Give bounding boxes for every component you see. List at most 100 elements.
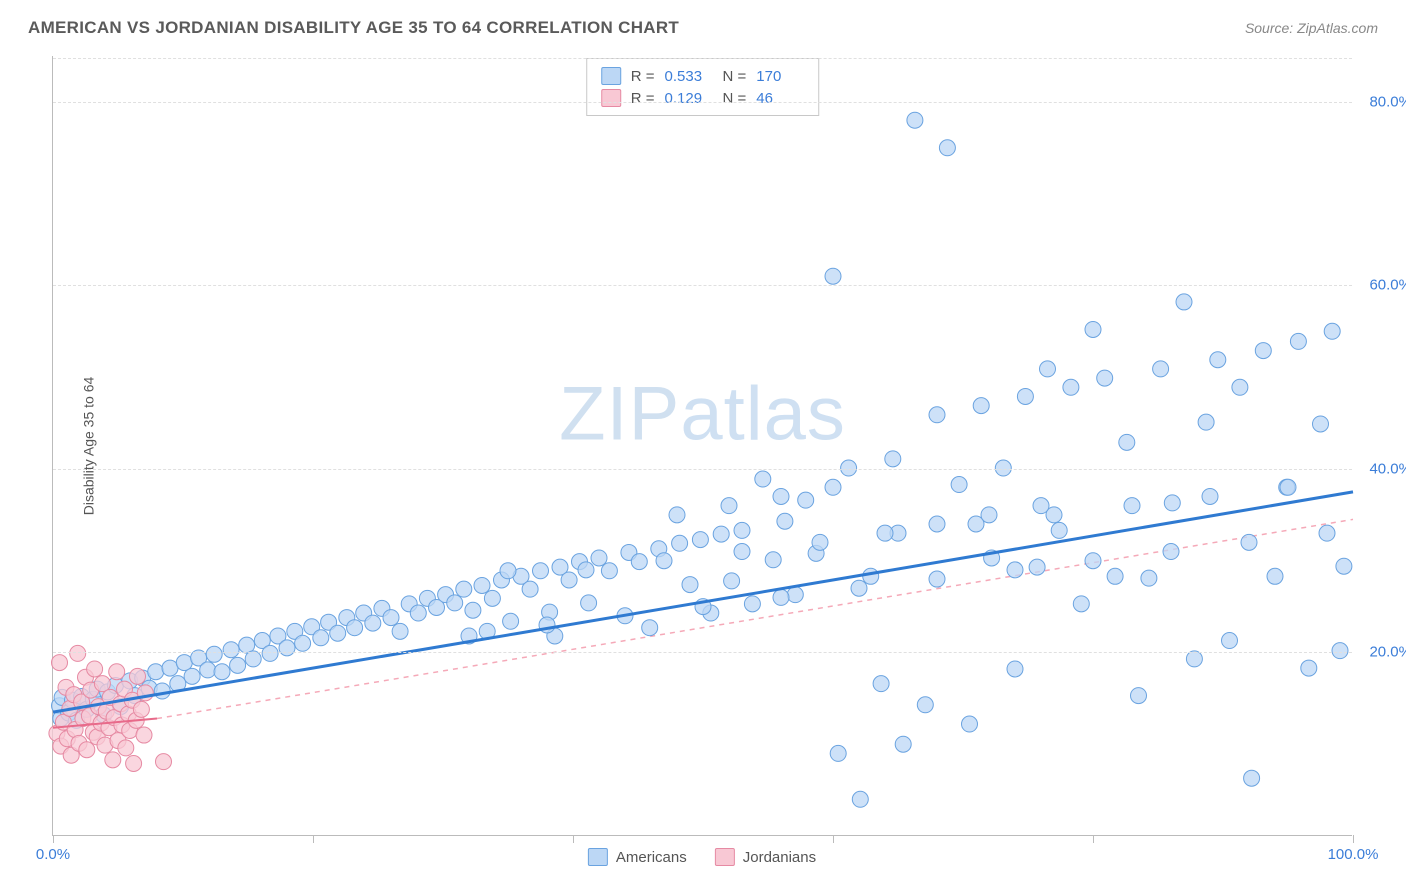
- scatter-point: [773, 589, 789, 605]
- scatter-point: [1131, 688, 1147, 704]
- scatter-point: [330, 625, 346, 641]
- scatter-point: [561, 572, 577, 588]
- scatter-point: [1063, 379, 1079, 395]
- scatter-point: [1141, 570, 1157, 586]
- scatter-point: [465, 602, 481, 618]
- scatter-point: [973, 398, 989, 414]
- scatter-point: [755, 471, 771, 487]
- xtick-label: 0.0%: [36, 846, 70, 863]
- chart-title: AMERICAN VS JORDANIAN DISABILITY AGE 35 …: [28, 18, 679, 38]
- scatter-point: [812, 534, 828, 550]
- scatter-point: [522, 581, 538, 597]
- legend-n-label: N =: [723, 68, 747, 85]
- scatter-point: [578, 562, 594, 578]
- scatter-point: [773, 488, 789, 504]
- scatter-point: [1073, 596, 1089, 612]
- scatter-point: [601, 563, 617, 579]
- scatter-point: [682, 577, 698, 593]
- scatter-point: [503, 613, 519, 629]
- scatter-point: [1176, 294, 1192, 310]
- scatter-point: [118, 740, 134, 756]
- scatter-point: [1280, 479, 1296, 495]
- scatter-point: [130, 668, 146, 684]
- scatter-point: [1107, 568, 1123, 584]
- scatter-point: [591, 550, 607, 566]
- scatter-point: [851, 580, 867, 596]
- scatter-point: [825, 268, 841, 284]
- scatter-point: [214, 664, 230, 680]
- scatter-point: [1222, 633, 1238, 649]
- scatter-point: [877, 525, 893, 541]
- ytick-label: 40.0%: [1369, 460, 1406, 477]
- scatter-point: [929, 516, 945, 532]
- legend-top-row: R =0.129N =46: [601, 87, 805, 109]
- scatter-point: [744, 596, 760, 612]
- scatter-point: [672, 535, 688, 551]
- scatter-point: [962, 716, 978, 732]
- scatter-point: [907, 112, 923, 128]
- scatter-point: [1029, 559, 1045, 575]
- scatter-point: [830, 745, 846, 761]
- scatter-point: [692, 532, 708, 548]
- scatter-point: [981, 507, 997, 523]
- scatter-point: [852, 791, 868, 807]
- scatter-point: [279, 640, 295, 656]
- legend-series-label: Americans: [616, 849, 687, 866]
- scatter-point: [713, 526, 729, 542]
- legend-r-value: 0.533: [665, 68, 713, 85]
- scatter-point: [1051, 522, 1067, 538]
- scatter-point: [184, 668, 200, 684]
- scatter-point: [1332, 643, 1348, 659]
- scatter-point: [223, 642, 239, 658]
- scatter-point: [1319, 525, 1335, 541]
- scatter-point: [52, 655, 68, 671]
- plot-svg: [53, 56, 1352, 835]
- scatter-point: [825, 479, 841, 495]
- plot-area: Disability Age 35 to 64 ZIPatlas R =0.53…: [52, 56, 1352, 836]
- scatter-point: [642, 620, 658, 636]
- scatter-point: [787, 587, 803, 603]
- scatter-point: [1241, 534, 1257, 550]
- legend-r-label: R =: [631, 90, 655, 107]
- scatter-point: [1017, 388, 1033, 404]
- scatter-point: [474, 577, 490, 593]
- xtick-label: 100.0%: [1328, 846, 1379, 863]
- scatter-point: [109, 664, 125, 680]
- scatter-point: [136, 727, 152, 743]
- xtick: [1093, 835, 1094, 843]
- legend-n-value: 46: [756, 90, 804, 107]
- chart-container: Disability Age 35 to 64 ZIPatlas R =0.53…: [52, 56, 1352, 836]
- gridline-h: [53, 285, 1352, 286]
- xtick: [1353, 835, 1354, 843]
- scatter-point: [156, 754, 172, 770]
- scatter-point: [533, 563, 549, 579]
- scatter-point: [1244, 770, 1260, 786]
- scatter-point: [1202, 488, 1218, 504]
- legend-bottom-item: Jordanians: [715, 848, 816, 866]
- legend-top: R =0.533N =170R =0.129N =46: [586, 58, 820, 116]
- scatter-point: [206, 646, 222, 662]
- scatter-point: [1097, 370, 1113, 386]
- scatter-point: [447, 595, 463, 611]
- scatter-point: [365, 615, 381, 631]
- legend-swatch: [715, 848, 735, 866]
- scatter-point: [734, 522, 750, 538]
- scatter-point: [669, 507, 685, 523]
- scatter-point: [1198, 414, 1214, 430]
- scatter-point: [154, 683, 170, 699]
- scatter-point: [1324, 323, 1340, 339]
- header: AMERICAN VS JORDANIAN DISABILITY AGE 35 …: [0, 0, 1406, 46]
- trend-line: [53, 492, 1353, 712]
- scatter-point: [929, 571, 945, 587]
- scatter-point: [162, 660, 178, 676]
- scatter-point: [392, 623, 408, 639]
- legend-top-row: R =0.533N =170: [601, 65, 805, 87]
- scatter-point: [631, 554, 647, 570]
- xtick: [573, 835, 574, 843]
- scatter-point: [79, 742, 95, 758]
- scatter-point: [105, 752, 121, 768]
- scatter-point: [656, 553, 672, 569]
- ytick-label: 60.0%: [1369, 277, 1406, 294]
- scatter-point: [456, 581, 472, 597]
- scatter-point: [295, 635, 311, 651]
